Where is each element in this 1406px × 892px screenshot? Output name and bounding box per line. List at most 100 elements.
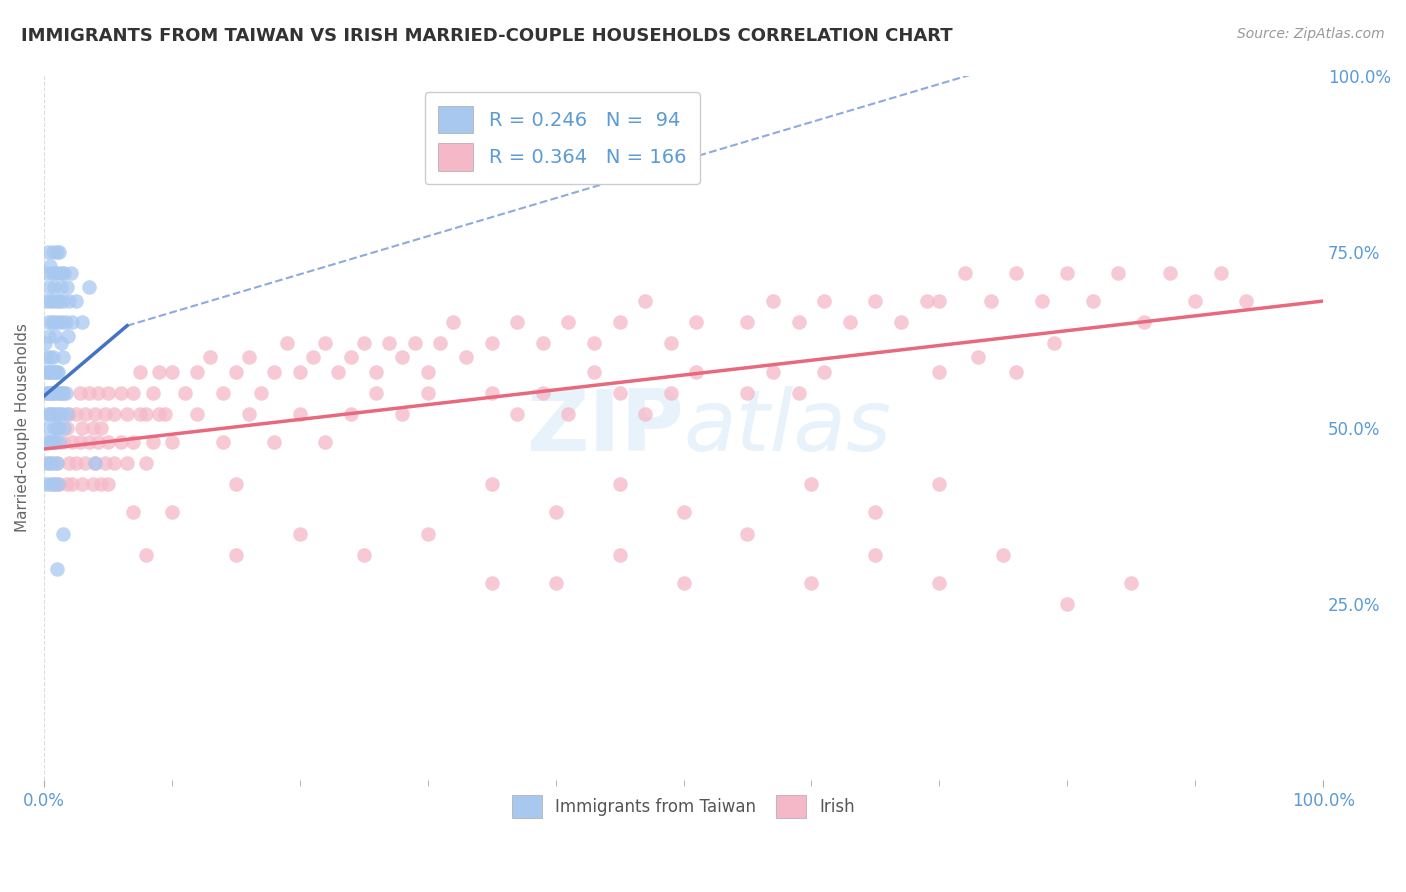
Point [404,336,426,351]
Point [51,266,73,280]
Point [737,385,759,400]
Point [582,365,605,379]
Point [813,365,835,379]
Point [865,548,887,562]
Point [838,315,860,329]
Point [46,315,69,329]
Point [41,435,63,450]
Point [122,435,145,450]
Point [1107,266,1129,280]
Point [238,351,260,365]
Point [39,407,62,421]
Point [42,456,65,470]
Point [186,407,208,421]
Point [582,336,605,351]
Point [39,365,62,379]
Point [46,266,69,280]
Point [340,351,363,365]
Point [198,351,221,365]
Point [56,407,79,421]
Point [34,385,56,400]
Point [69,435,91,450]
Point [38,385,60,400]
Point [82,477,104,491]
Y-axis label: Married-couple Households: Married-couple Households [15,324,30,533]
Point [51,315,73,329]
Point [53,421,76,435]
Point [762,365,785,379]
Point [51,407,73,421]
Point [82,421,104,435]
Point [110,435,132,450]
Point [48,435,70,450]
Point [128,365,150,379]
Point [56,477,79,491]
Point [288,365,311,379]
Point [42,293,65,308]
Point [34,336,56,351]
Point [634,407,657,421]
Point [928,293,950,308]
Point [454,351,477,365]
Point [58,407,80,421]
Point [685,365,707,379]
Point [481,385,503,400]
Point [35,293,58,308]
Point [865,293,887,308]
Point [44,266,66,280]
Point [86,435,108,450]
Point [659,336,682,351]
Point [77,280,100,294]
Point [37,365,59,379]
Point [41,435,63,450]
Point [45,293,67,308]
Point [60,435,83,450]
Point [42,365,65,379]
Point [787,385,810,400]
Point [148,365,170,379]
Point [46,365,69,379]
Point [42,407,65,421]
Point [94,456,117,470]
Point [353,336,375,351]
Text: ZIP: ZIP [526,386,683,469]
Point [48,385,70,400]
Point [800,576,823,591]
Point [46,407,69,421]
Point [609,385,631,400]
Point [94,407,117,421]
Point [37,385,59,400]
Point [391,351,413,365]
Point [800,477,823,491]
Legend: Immigrants from Taiwan, Irish: Immigrants from Taiwan, Irish [505,788,862,825]
Point [45,365,67,379]
Point [225,477,247,491]
Point [506,407,529,421]
Point [77,435,100,450]
Point [39,293,62,308]
Point [737,526,759,541]
Point [225,365,247,379]
Point [288,407,311,421]
Point [35,365,58,379]
Point [37,407,59,421]
Point [86,385,108,400]
Point [353,548,375,562]
Point [42,280,65,294]
Point [39,259,62,273]
Point [60,315,83,329]
Point [865,506,887,520]
Point [84,456,107,470]
Point [1056,266,1078,280]
Point [97,435,120,450]
Point [52,385,75,400]
Point [416,526,439,541]
Point [263,365,285,379]
Point [90,421,112,435]
Point [49,385,72,400]
Point [45,421,67,435]
Point [429,336,451,351]
Point [72,477,94,491]
Point [813,293,835,308]
Point [340,407,363,421]
